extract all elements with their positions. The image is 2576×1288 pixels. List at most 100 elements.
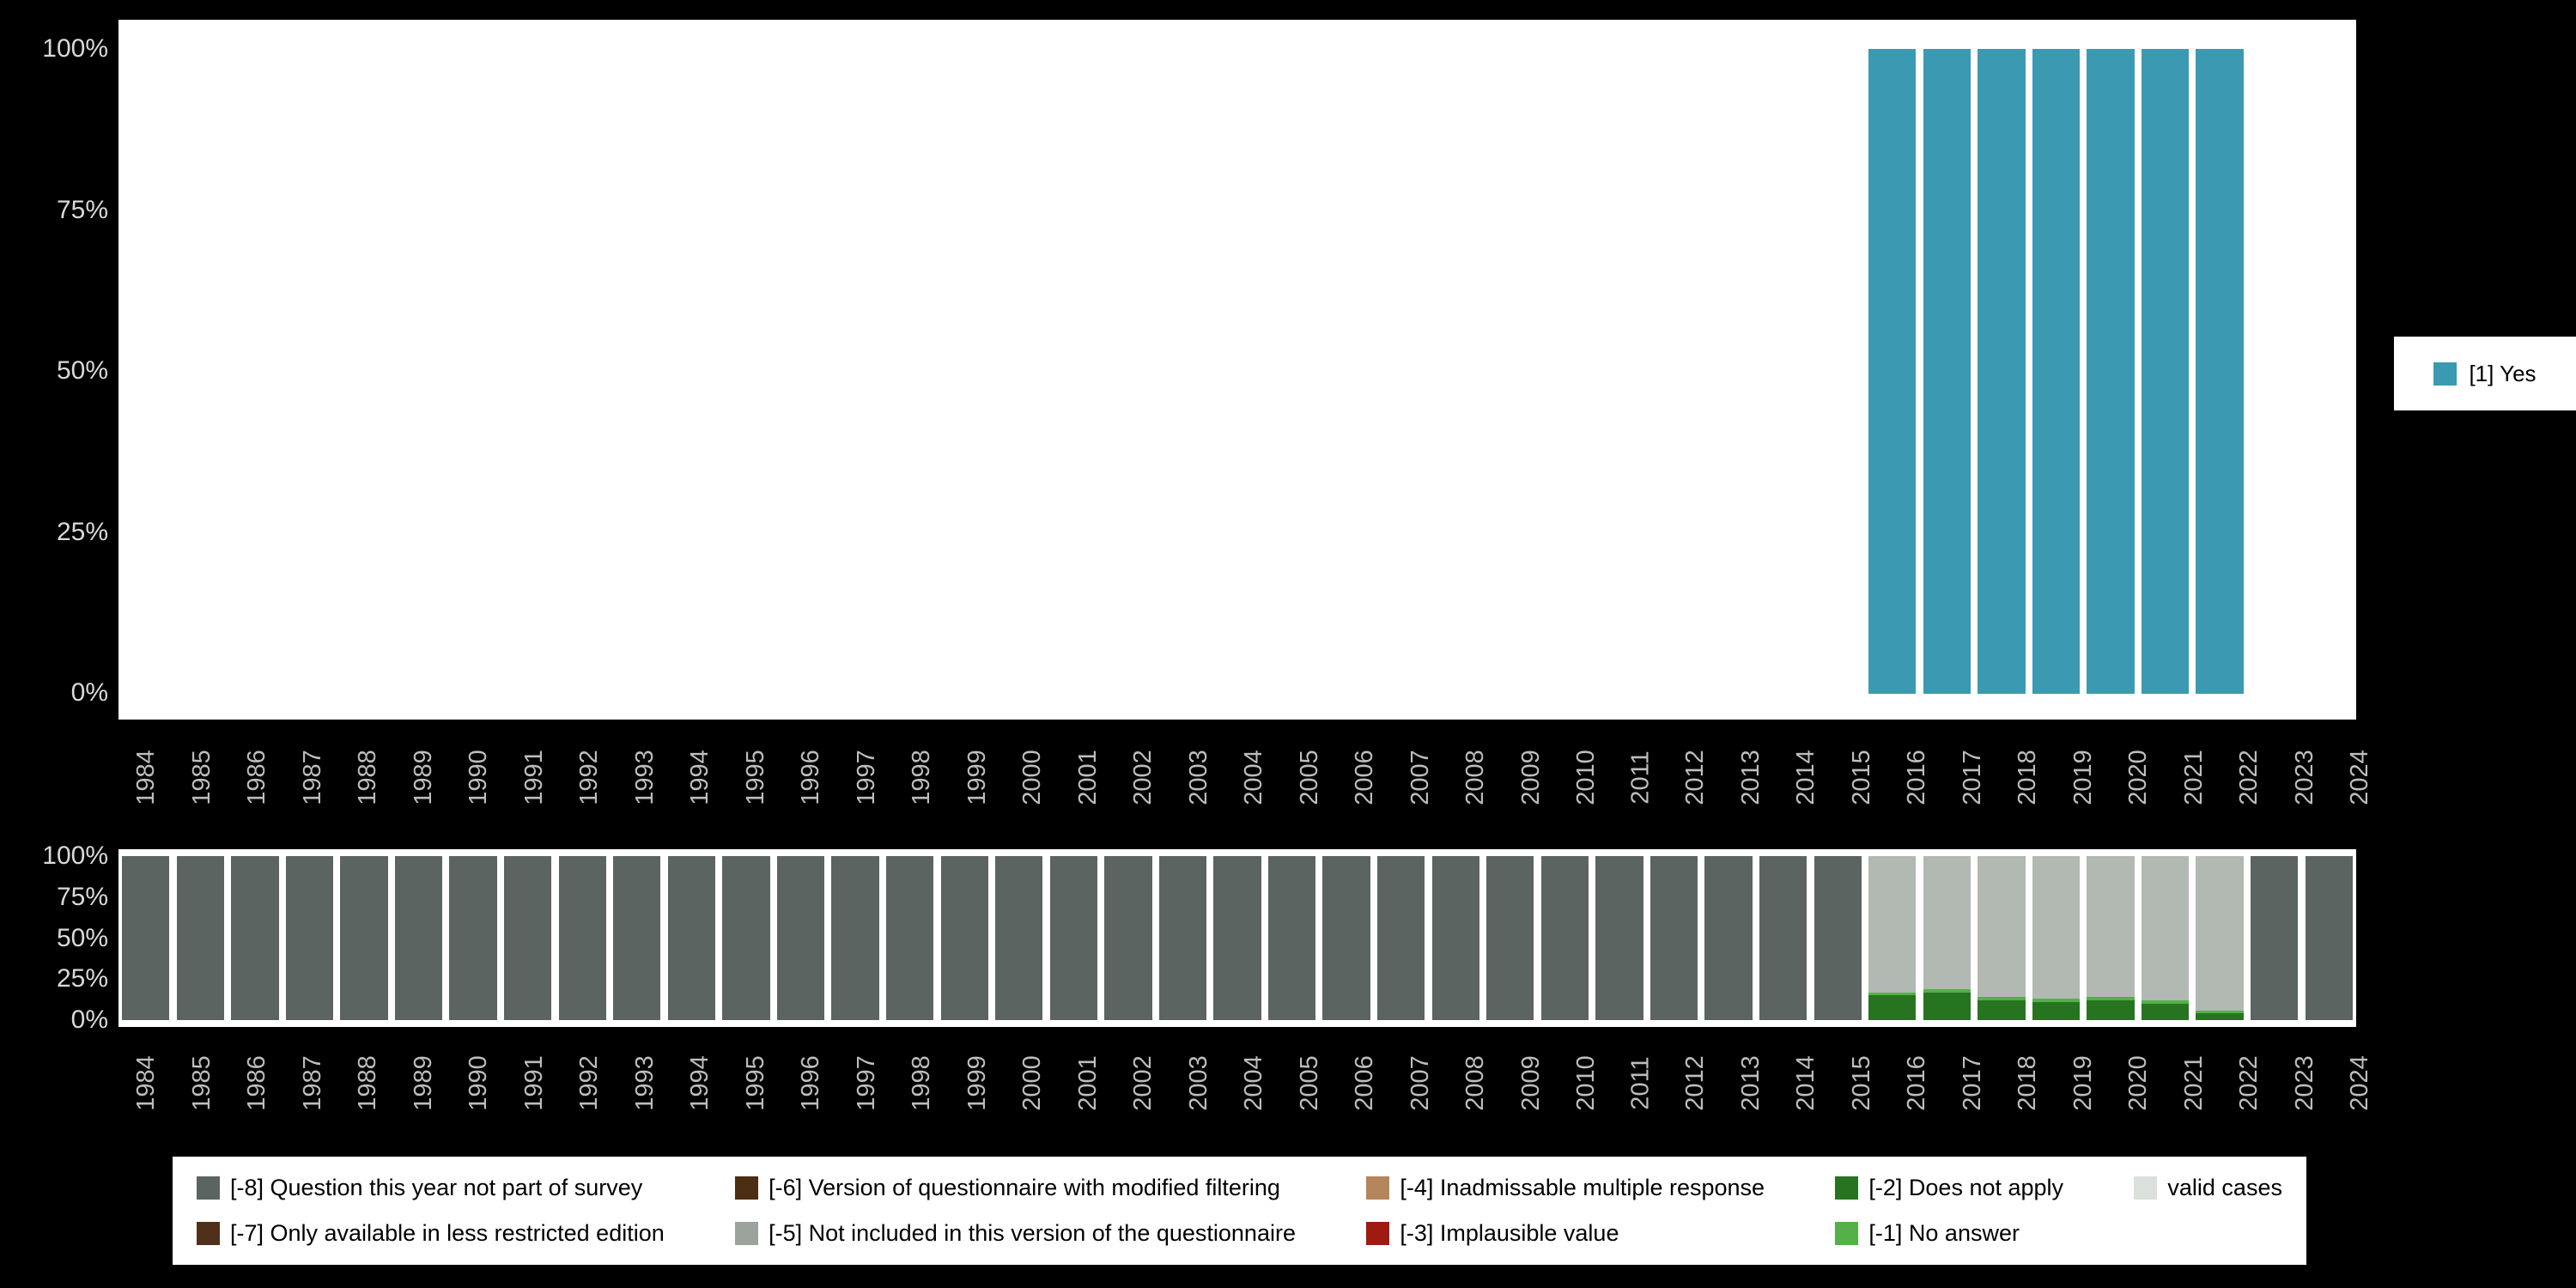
x-tick: 2007 xyxy=(1393,728,1449,827)
x-tick-label: 1993 xyxy=(630,750,659,805)
x-tick-label: 1993 xyxy=(630,1055,659,1111)
x-tick-label: 2024 xyxy=(2346,1055,2374,1111)
legend-label: [-8] Question this year not part of surv… xyxy=(230,1175,643,1200)
x-tick-label: 2009 xyxy=(1516,1055,1545,1111)
x-tick-label: 1995 xyxy=(741,750,769,805)
right-legend-swatch xyxy=(2433,361,2458,386)
legend-label: [-2] Does not apply xyxy=(1868,1175,2064,1200)
x-tick-label: 2008 xyxy=(1461,1055,1490,1111)
bottom-legend: [-8] Question this year not part of surv… xyxy=(173,1157,2306,1265)
top-y-tick-label: 0% xyxy=(70,678,108,707)
x-tick: 2014 xyxy=(1778,1034,1834,1133)
x-tick: 2020 xyxy=(2111,1034,2166,1133)
bar-segment-2022 xyxy=(2196,856,2244,1011)
top-y-tick-label: 100% xyxy=(42,34,108,63)
bar-segment-2007 xyxy=(1377,856,1425,1020)
x-tick: 1999 xyxy=(950,728,1005,827)
legend-swatch xyxy=(1835,1176,1859,1200)
x-tick-label: 2008 xyxy=(1461,750,1490,805)
bar-segment-2000 xyxy=(995,856,1043,1020)
x-tick-label: 2017 xyxy=(1958,1055,1986,1111)
bar-segment-1998 xyxy=(885,856,934,1020)
bar-segment-2021 xyxy=(2141,856,2190,1001)
bar-segment-2022 xyxy=(2196,1010,2244,1014)
x-tick: 2013 xyxy=(1723,728,1779,827)
legend-swatch xyxy=(1366,1176,1390,1200)
bar-segment-2018 xyxy=(1978,1000,2026,1020)
x-tick: 1988 xyxy=(340,1034,396,1133)
x-tick-label: 2024 xyxy=(2346,750,2374,805)
legend-label: [-4] Inadmissable multiple response xyxy=(1400,1175,1765,1200)
x-tick: 2008 xyxy=(1448,728,1504,827)
x-tick: 1989 xyxy=(396,728,452,827)
x-tick: 1992 xyxy=(562,728,617,827)
x-tick-label: 2022 xyxy=(2235,1055,2263,1111)
x-tick: 2018 xyxy=(2000,1034,2056,1133)
x-tick-label: 2016 xyxy=(1903,750,1931,805)
x-tick: 2017 xyxy=(1945,1034,2001,1133)
x-tick-label: 1988 xyxy=(353,750,381,805)
x-tick: 2023 xyxy=(2277,1034,2333,1133)
x-tick: 1986 xyxy=(229,728,285,827)
x-tick: 1998 xyxy=(894,1034,950,1133)
bar-segment-1986 xyxy=(231,856,279,1020)
x-tick-label: 1987 xyxy=(298,1055,326,1111)
x-tick: 2005 xyxy=(1282,1034,1338,1133)
x-tick-label: 1998 xyxy=(907,750,935,805)
x-tick-label: 2006 xyxy=(1351,750,1379,805)
legend-label: [-1] No answer xyxy=(1868,1220,2020,1246)
x-tick: 2004 xyxy=(1226,1034,1282,1133)
x-tick: 2017 xyxy=(1945,728,2001,827)
x-tick-label: 2002 xyxy=(1129,750,1157,805)
bar-segment-2018 xyxy=(1978,997,2026,1001)
x-tick: 2024 xyxy=(2332,1034,2388,1133)
bar-segment-1984 xyxy=(122,856,170,1020)
x-tick-label: 2013 xyxy=(1736,750,1765,805)
x-tick: 2022 xyxy=(2221,1034,2277,1133)
x-tick-label: 2020 xyxy=(2124,750,2153,805)
x-tick-label: 2018 xyxy=(2014,750,2042,805)
x-tick-label: 2006 xyxy=(1351,1055,1379,1111)
bar-segment-2019 xyxy=(2032,856,2081,999)
bar-segment-1987 xyxy=(285,856,334,1020)
x-tick-label: 2015 xyxy=(1847,750,1875,805)
bar-segment-2019 xyxy=(2032,1002,2081,1020)
legend-swatch xyxy=(1835,1222,1859,1245)
bar-segment-1985 xyxy=(176,856,224,1020)
x-tick-label: 1996 xyxy=(796,750,824,805)
x-tick: 2016 xyxy=(1889,1034,1945,1133)
bar-segment-1992 xyxy=(558,856,606,1020)
x-tick: 2004 xyxy=(1226,728,1282,827)
x-tick-label: 1998 xyxy=(907,1055,935,1111)
legend-item: [-5] Not included in this version of the… xyxy=(735,1220,1296,1247)
bar-segment-2004 xyxy=(1213,856,1261,1020)
x-tick-label: 1999 xyxy=(963,750,991,805)
x-tick-label: 1984 xyxy=(131,1055,160,1111)
x-tick: 1993 xyxy=(617,728,673,827)
bar-segment-2016 xyxy=(1868,856,1917,993)
bar-segment-2020 xyxy=(2087,856,2135,998)
top-y-tick-label: 75% xyxy=(56,195,108,224)
x-tick: 2023 xyxy=(2277,728,2333,827)
bar-2020 xyxy=(2087,49,2135,694)
x-tick: 1991 xyxy=(507,1034,562,1133)
top-plot xyxy=(118,49,2356,694)
x-tick: 2003 xyxy=(1171,728,1227,827)
legend-label: [-6] Version of questionnaire with modif… xyxy=(769,1175,1280,1200)
x-tick-label: 2016 xyxy=(1903,1055,1931,1111)
legend-item: valid cases xyxy=(2134,1175,2282,1201)
x-tick: 1985 xyxy=(174,728,230,827)
x-tick: 2011 xyxy=(1614,728,1668,827)
x-tick: 1999 xyxy=(950,1034,1005,1133)
x-tick: 1989 xyxy=(396,1034,452,1133)
x-tick-label: 2001 xyxy=(1073,750,1102,805)
top-y-tick-label: 25% xyxy=(56,517,108,546)
x-tick-label: 2002 xyxy=(1129,1055,1157,1111)
x-tick-label: 2017 xyxy=(1958,750,1986,805)
bottom-plot xyxy=(118,856,2356,1020)
x-tick: 2016 xyxy=(1889,728,1945,827)
x-tick-label: 2003 xyxy=(1184,1055,1212,1111)
x-tick-label: 2021 xyxy=(2179,750,2208,805)
bottom-y-tick-label: 25% xyxy=(56,964,108,993)
x-tick-label: 2004 xyxy=(1240,750,1268,805)
